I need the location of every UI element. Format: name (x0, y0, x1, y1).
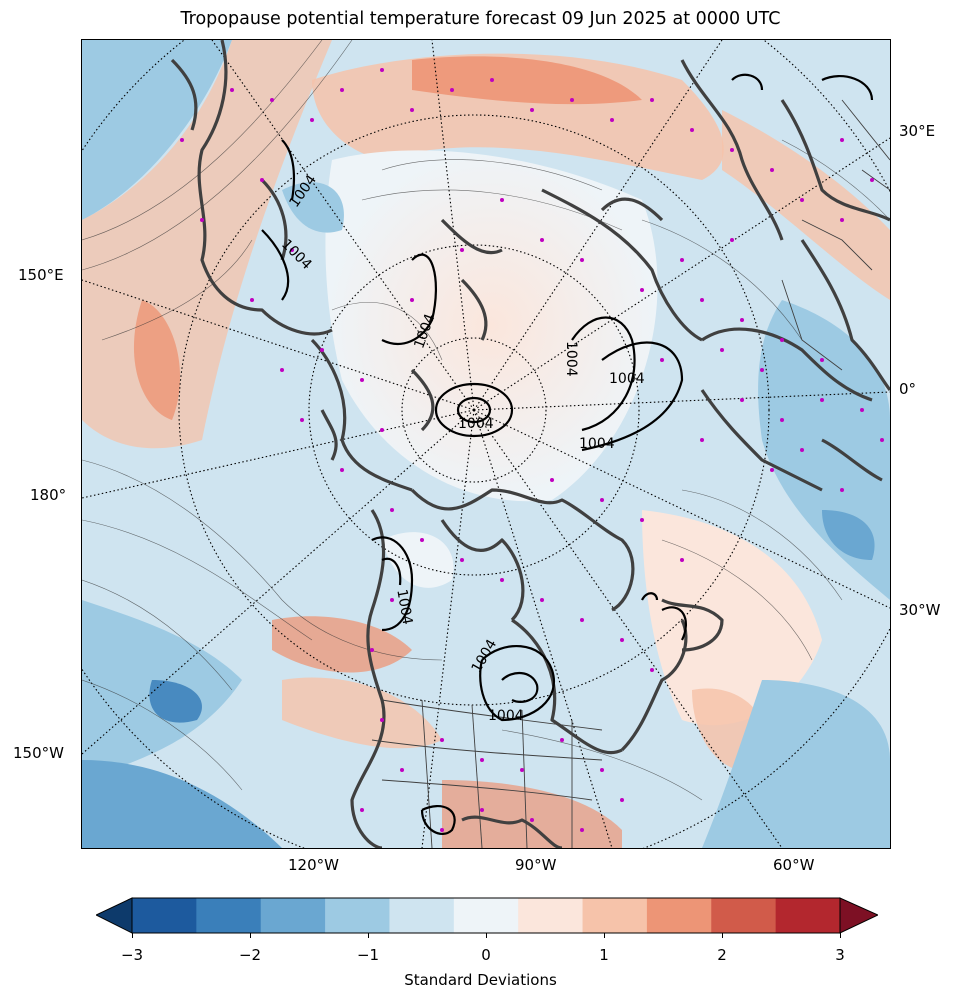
colorbar-tick-mark (486, 933, 487, 938)
lon-label-right: 30°E (899, 122, 936, 140)
colorbar-segment (582, 898, 648, 933)
colorbar-tick-mark (132, 933, 133, 938)
colorbar-tick-label: 2 (717, 946, 727, 964)
colorbar-segment (325, 898, 390, 933)
isobar-label: 1004 (579, 436, 615, 452)
colorbar-segment (646, 898, 712, 933)
colorbar-tick-label: −1 (356, 946, 380, 964)
colorbar-tick-mark (250, 933, 251, 938)
graticule (82, 40, 890, 848)
lon-label-bottom: 60°W (773, 856, 815, 874)
colorbar-tick-label: −3 (120, 946, 144, 964)
coastlines (170, 40, 890, 848)
colorbar-segment (132, 898, 197, 933)
colorbar-extend-high (839, 897, 878, 934)
theta-contours (82, 40, 890, 801)
colorbar-tick-mark (368, 933, 369, 938)
colorbar-tick-mark (722, 933, 723, 938)
colorbar-tick-label: −2 (238, 946, 262, 964)
lon-label-left: 150°E (18, 266, 64, 284)
isobars (261, 73, 874, 835)
lon-label-right: 30°W (899, 601, 941, 619)
colorbar-segment (775, 898, 841, 933)
colorbar-label: Standard Deviations (404, 971, 557, 989)
lon-label-bottom: 90°W (515, 856, 557, 874)
colorbar-tick-label: 3 (835, 946, 845, 964)
isobar-label: 1004 (458, 416, 494, 432)
political-borders (371, 99, 890, 848)
anomaly-fill (82, 40, 890, 848)
map-canvas: 1004 1004 1004 1004 1004 1004 1004 1004 … (82, 40, 890, 848)
isobar-label: 1004 (609, 371, 645, 387)
chart-title: Tropopause potential temperature forecas… (180, 9, 781, 29)
colorbar-tick-mark (840, 933, 841, 938)
colorbar-segment (453, 898, 519, 933)
station-markers (180, 68, 884, 832)
colorbar-tick-label: 0 (481, 946, 491, 964)
isobar-label: 1004 (393, 588, 415, 626)
colorbar-tick-mark (604, 933, 605, 938)
colorbar-extend-low (96, 897, 133, 934)
colorbar-segment (260, 898, 326, 933)
colorbar (96, 897, 878, 934)
lon-label-right: 0° (899, 380, 917, 398)
colorbar-tick-label: 1 (599, 946, 609, 964)
colorbar-segment (711, 898, 777, 933)
colorbar-segments (132, 898, 841, 933)
colorbar-segment (196, 898, 262, 933)
colorbar-segment (389, 898, 455, 933)
isobar-label: 1004 (563, 341, 579, 377)
lon-label-left: 180° (30, 486, 67, 504)
isobar-label: 1004 (488, 708, 524, 724)
lon-label-bottom: 120°W (288, 856, 339, 874)
map-panel: 1004 1004 1004 1004 1004 1004 1004 1004 … (81, 39, 891, 849)
colorbar-segment (518, 898, 584, 933)
lon-label-left: 150°W (13, 744, 64, 762)
